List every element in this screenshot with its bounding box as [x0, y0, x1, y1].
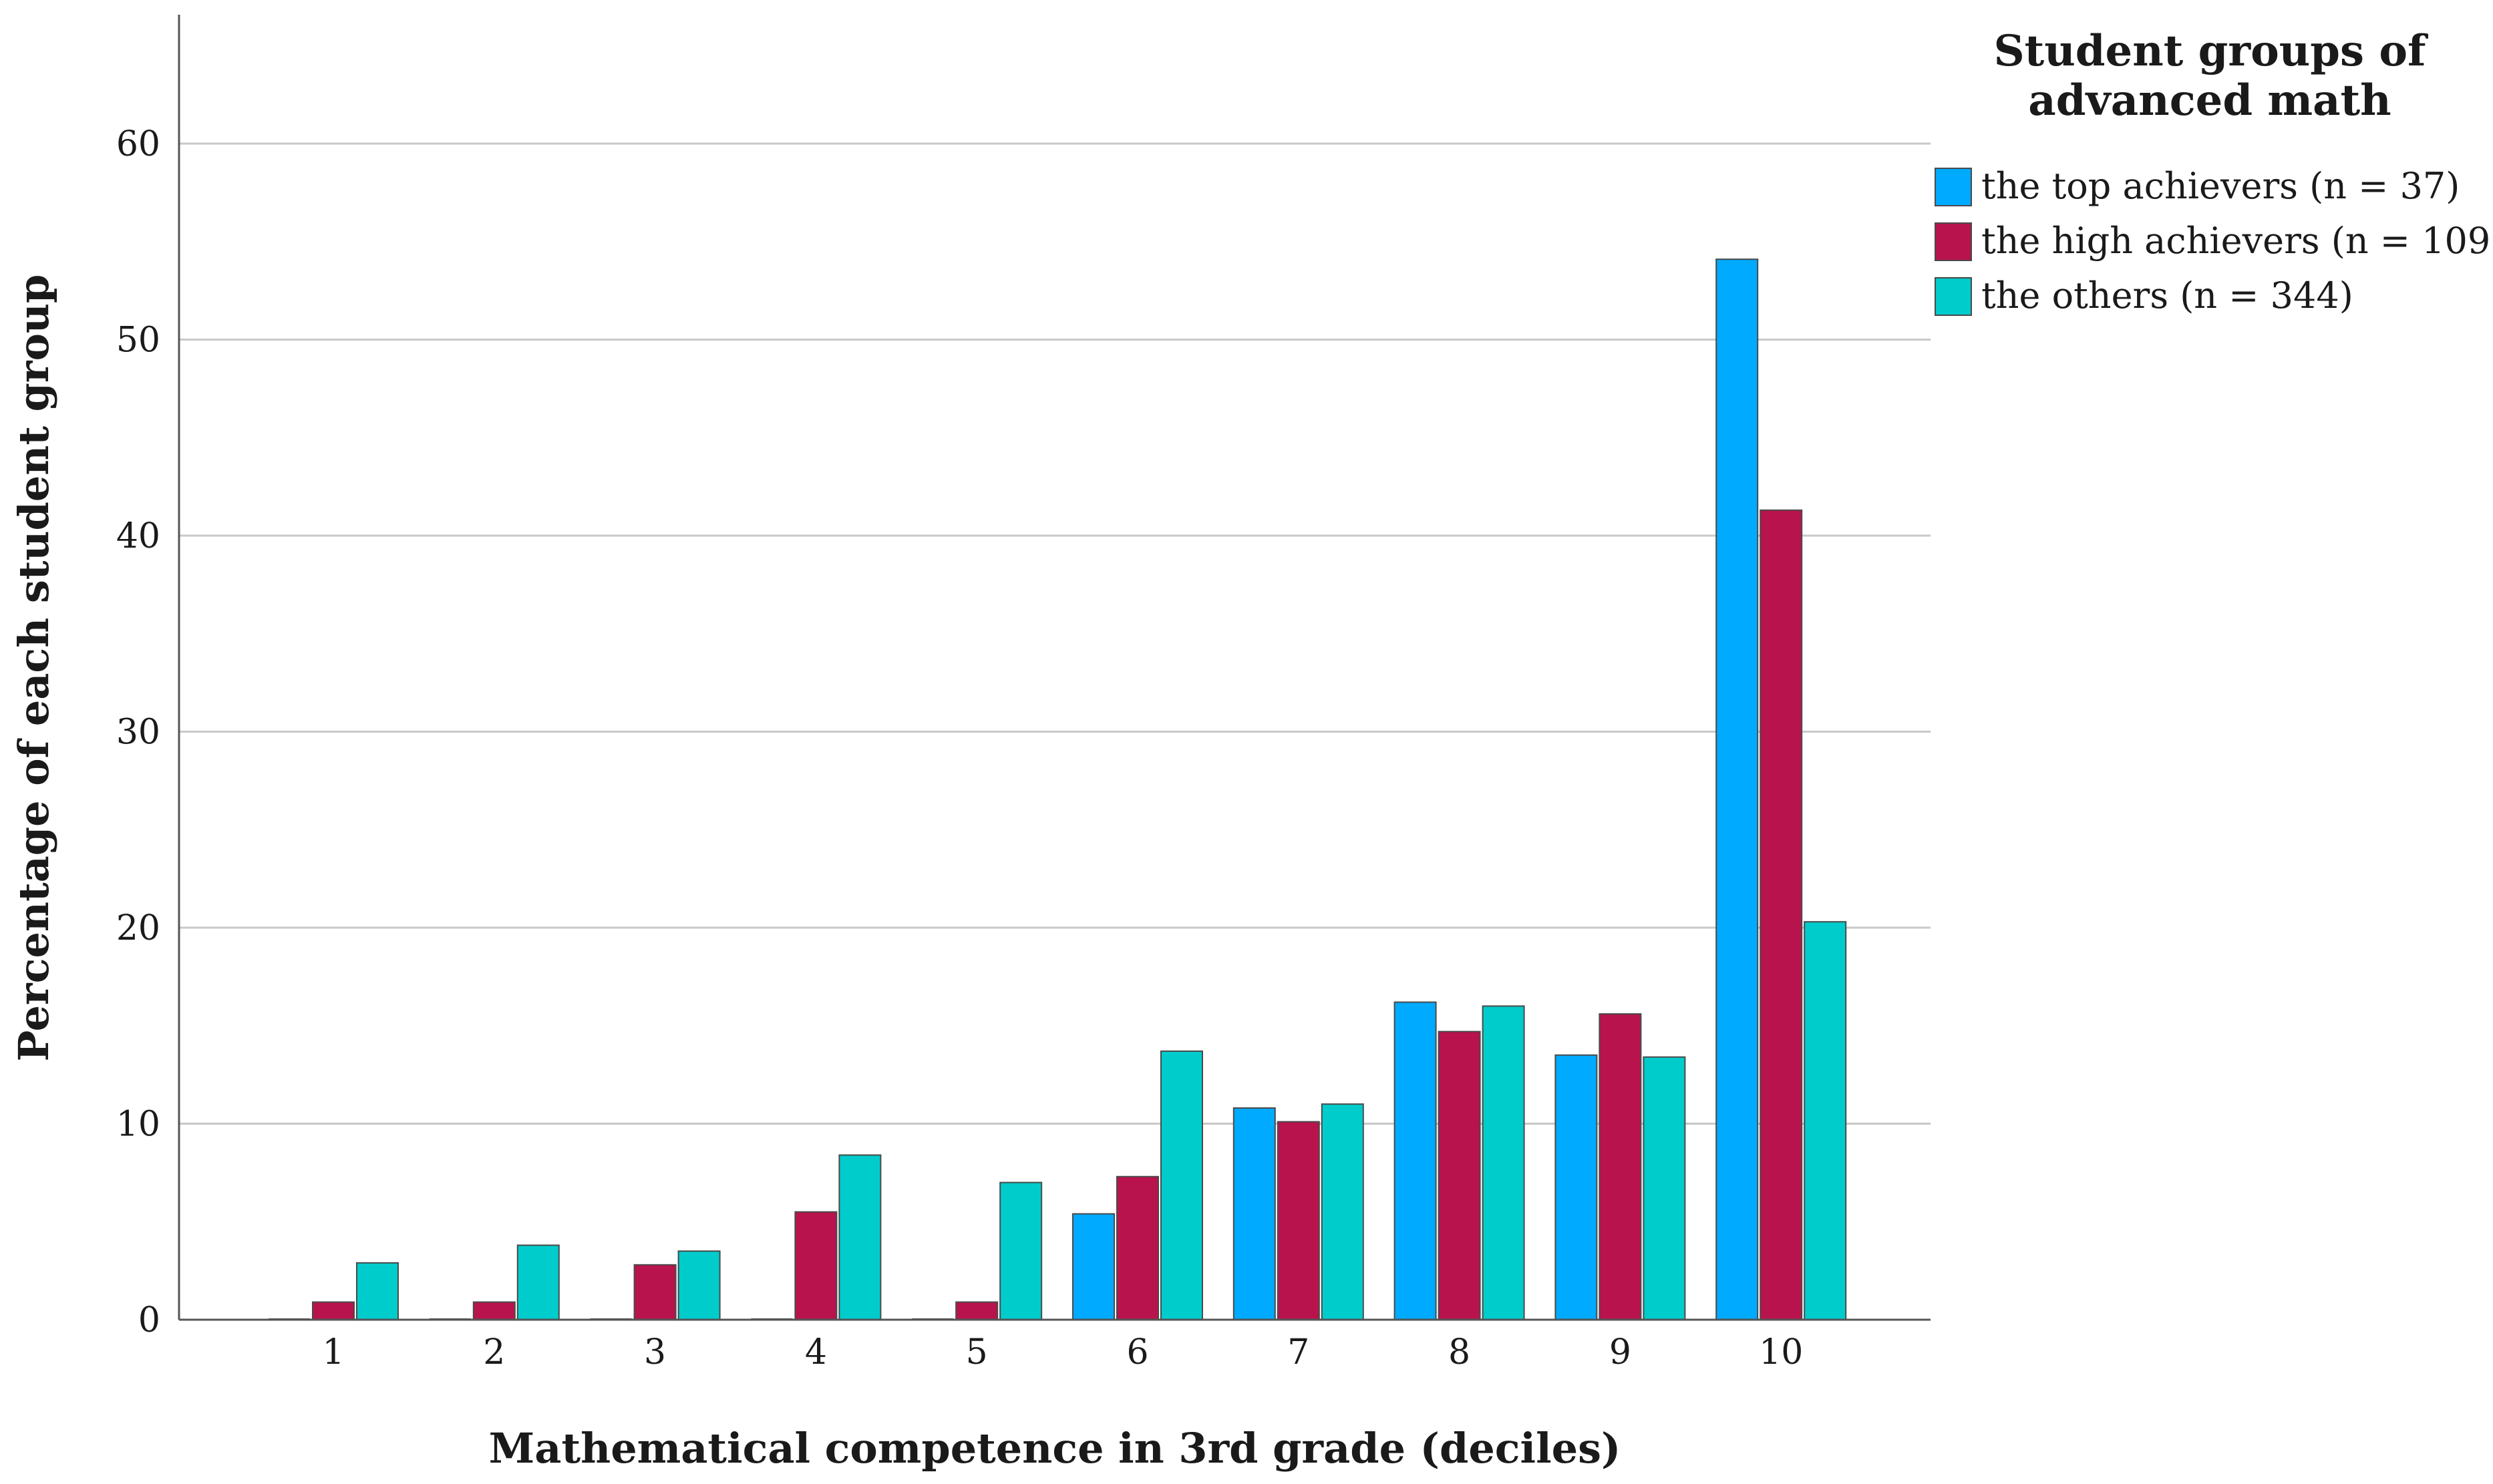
legend-swatch-3 — [1935, 277, 1972, 316]
bar-the-top-achievers-10 — [1715, 258, 1759, 1320]
bar-the-high-achievers-1 — [312, 1301, 355, 1320]
bar-the-high-achievers-7 — [1277, 1121, 1320, 1320]
x-tick-label-2: 2 — [483, 1332, 505, 1372]
bar-the-others-6 — [1160, 1050, 1203, 1321]
bar-the-high-achievers-8 — [1438, 1031, 1481, 1321]
legend-swatch-1 — [1935, 168, 1972, 206]
bar-the-high-achievers-3 — [633, 1264, 677, 1320]
y-tick-label-20: 20 — [116, 908, 160, 948]
x-tick-label-6: 6 — [1126, 1332, 1148, 1372]
bar-the-top-achievers-8 — [1393, 1001, 1437, 1321]
y-tick-label-30: 30 — [116, 713, 160, 753]
x-tick-label-10: 10 — [1759, 1332, 1803, 1372]
x-tick-label-4: 4 — [805, 1332, 827, 1372]
x-tick-label-9: 9 — [1609, 1332, 1631, 1372]
legend-label-1: the top achievers (n = 37) — [1981, 165, 2460, 207]
bar-the-others-5 — [999, 1181, 1043, 1321]
bar-the-others-10 — [1804, 921, 1847, 1320]
bar-the-top-achievers-9 — [1554, 1054, 1598, 1321]
bar-the-others-4 — [838, 1154, 882, 1320]
x-axis-title: Mathematical competence in 3rd grade (de… — [489, 1424, 1621, 1473]
bar-the-top-achievers-6 — [1072, 1213, 1115, 1321]
bar-the-others-1 — [356, 1262, 399, 1321]
legend-label-2: the high achievers (n = 109) — [1981, 220, 2493, 262]
bar-the-top-achievers-7 — [1232, 1107, 1276, 1321]
y-tick-label-40: 40 — [116, 516, 160, 556]
y-tick-label-60: 60 — [116, 124, 160, 164]
x-tick-label-3: 3 — [644, 1332, 666, 1372]
x-tick-label-5: 5 — [966, 1332, 988, 1372]
x-tick-labels: 1 2 3 4 5 6 7 8 9 10 — [322, 1332, 1803, 1372]
y-tick-label-0: 0 — [138, 1300, 160, 1340]
x-tick-label-7: 7 — [1287, 1332, 1309, 1372]
x-tick-label-8: 8 — [1448, 1332, 1470, 1372]
bar-the-others-9 — [1643, 1056, 1686, 1320]
bar-the-others-2 — [516, 1244, 560, 1320]
y-axis-title: Percentage of each student group — [9, 274, 58, 1062]
y-tick-label-10: 10 — [116, 1105, 160, 1145]
legend-title-line-1: Student groups of — [1993, 26, 2428, 76]
axes — [178, 15, 1931, 1321]
bar-the-high-achievers-2 — [472, 1301, 516, 1320]
bar-the-others-7 — [1321, 1103, 1364, 1321]
bar-the-high-achievers-6 — [1116, 1175, 1159, 1320]
legend-items: the top achievers (n = 37) the high achie… — [1935, 165, 2493, 317]
bar-the-others-3 — [677, 1250, 721, 1321]
bar-the-high-achievers-10 — [1760, 509, 1803, 1320]
x-tick-label-1: 1 — [322, 1332, 344, 1372]
legend-title-line-2: advanced math — [2028, 75, 2391, 126]
y-tick-labels: 0 10 20 30 40 50 60 — [116, 124, 160, 1340]
legend: Student groups of advanced math the top … — [1935, 26, 2493, 317]
bar-the-others-8 — [1482, 1005, 1525, 1321]
legend-label-3: the others (n = 344) — [1981, 274, 2353, 317]
y-tick-label-50: 50 — [116, 321, 160, 361]
bar-the-high-achievers-9 — [1599, 1013, 1642, 1320]
bar-the-high-achievers-4 — [794, 1211, 838, 1320]
bar-the-high-achievers-5 — [955, 1301, 999, 1320]
bars — [269, 258, 1847, 1321]
legend-swatch-2 — [1935, 222, 1972, 261]
gridlines — [179, 142, 1931, 1125]
